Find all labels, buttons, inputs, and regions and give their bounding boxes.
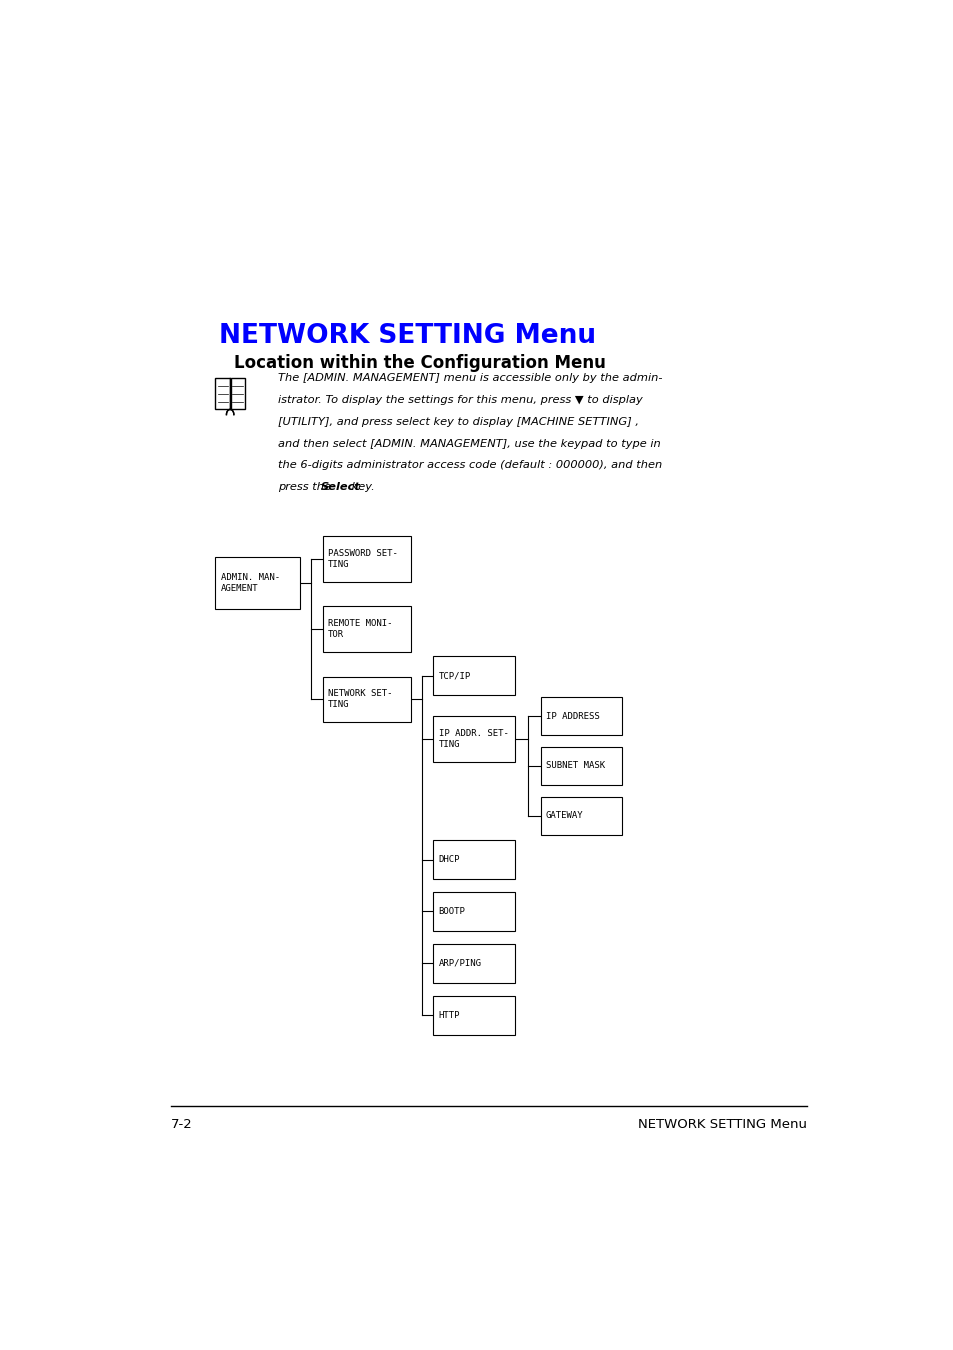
Text: [UTILITY], and press select key to display [MACHINE SETTING] ,: [UTILITY], and press select key to displ…	[278, 417, 639, 427]
FancyBboxPatch shape	[231, 378, 245, 409]
Text: ADMIN. MAN-
AGEMENT: ADMIN. MAN- AGEMENT	[220, 572, 279, 593]
Text: the 6-digits administrator access code (default : 000000), and then: the 6-digits administrator access code (…	[278, 460, 661, 470]
FancyBboxPatch shape	[433, 944, 515, 983]
Text: PASSWORD SET-
TING: PASSWORD SET- TING	[328, 549, 397, 570]
Text: NETWORK SET-
TING: NETWORK SET- TING	[328, 690, 392, 710]
FancyBboxPatch shape	[433, 840, 515, 879]
Text: IP ADDR. SET-
TING: IP ADDR. SET- TING	[438, 729, 508, 749]
FancyBboxPatch shape	[433, 716, 515, 761]
FancyBboxPatch shape	[215, 378, 230, 409]
FancyBboxPatch shape	[322, 536, 411, 582]
Text: key.: key.	[347, 482, 375, 493]
Text: Select: Select	[321, 482, 360, 493]
FancyBboxPatch shape	[433, 892, 515, 931]
Text: BOOTP: BOOTP	[438, 907, 465, 917]
FancyBboxPatch shape	[433, 996, 515, 1035]
Text: The [ADMIN. MANAGEMENT] menu is accessible only by the admin-: The [ADMIN. MANAGEMENT] menu is accessib…	[278, 373, 662, 383]
Text: IP ADDRESS: IP ADDRESS	[545, 711, 599, 721]
Text: TCP/IP: TCP/IP	[438, 671, 471, 680]
Text: NETWORK SETTING Menu: NETWORK SETTING Menu	[638, 1118, 806, 1131]
FancyBboxPatch shape	[215, 558, 300, 609]
Text: 7-2: 7-2	[171, 1118, 193, 1131]
Text: Location within the Configuration Menu: Location within the Configuration Menu	[233, 354, 605, 373]
Text: press the: press the	[278, 482, 335, 493]
Text: GATEWAY: GATEWAY	[545, 811, 583, 821]
Text: SUBNET MASK: SUBNET MASK	[545, 761, 604, 771]
FancyBboxPatch shape	[540, 698, 621, 734]
FancyBboxPatch shape	[540, 748, 621, 784]
FancyBboxPatch shape	[540, 796, 621, 834]
FancyBboxPatch shape	[433, 656, 515, 695]
Text: REMOTE MONI-
TOR: REMOTE MONI- TOR	[328, 618, 392, 639]
Text: ARP/PING: ARP/PING	[438, 958, 481, 968]
Text: and then select [ADMIN. MANAGEMENT], use the keypad to type in: and then select [ADMIN. MANAGEMENT], use…	[278, 439, 660, 448]
FancyBboxPatch shape	[322, 676, 411, 722]
Text: istrator. To display the settings for this menu, press ▼ to display: istrator. To display the settings for th…	[278, 394, 642, 405]
Text: HTTP: HTTP	[438, 1011, 459, 1021]
Text: DHCP: DHCP	[438, 855, 459, 864]
FancyBboxPatch shape	[322, 606, 411, 652]
Text: NETWORK SETTING Menu: NETWORK SETTING Menu	[219, 323, 596, 350]
